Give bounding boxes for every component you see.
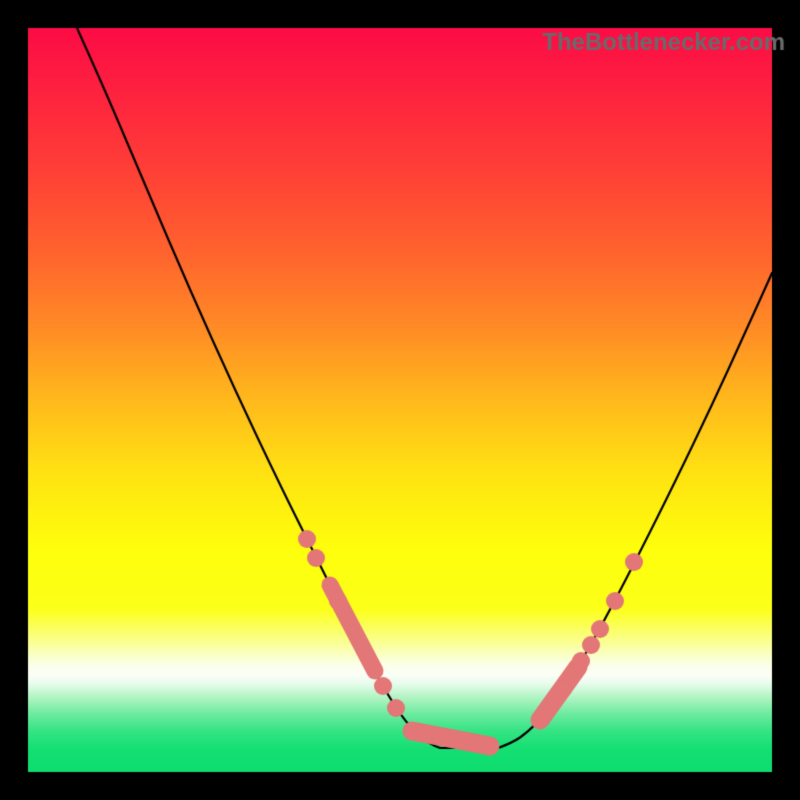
bottleneck-chart: [0, 0, 800, 800]
